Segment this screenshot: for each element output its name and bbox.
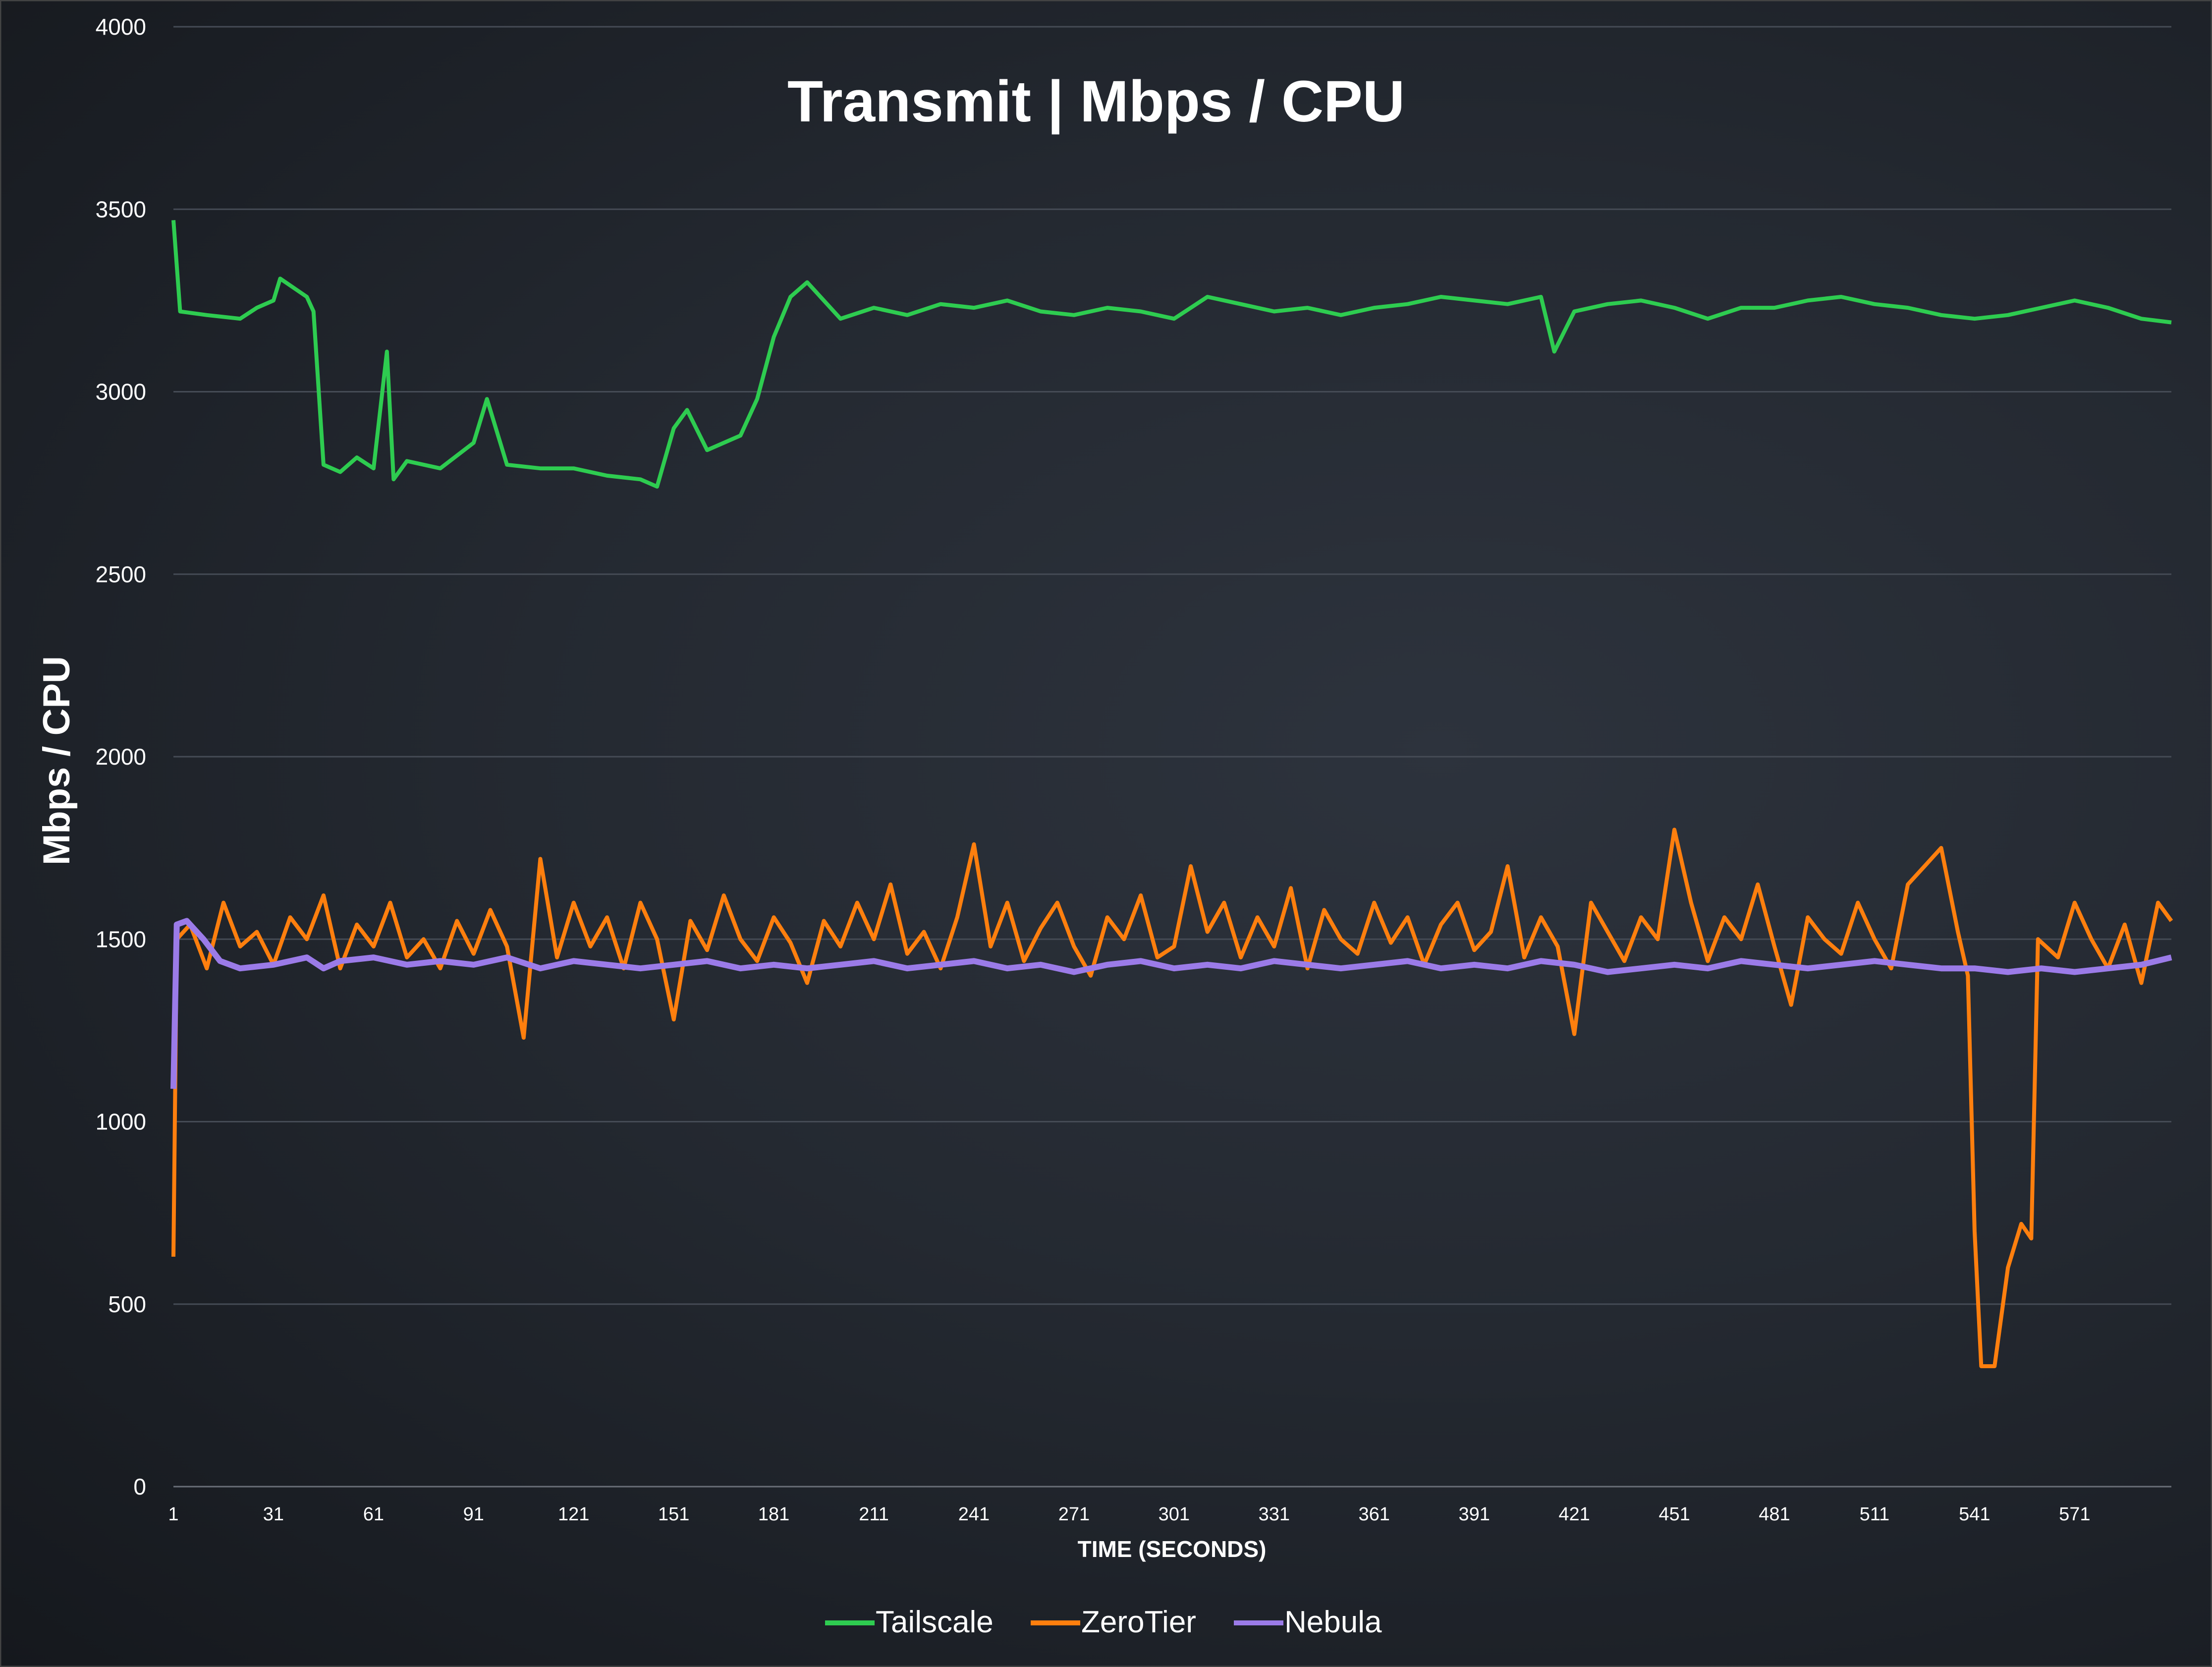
y-tick-label: 3000	[96, 379, 146, 405]
series-line-zerotier	[171, 828, 2173, 1368]
y-tick-label: 500	[108, 1291, 146, 1317]
series-line-tailscale	[171, 220, 2172, 489]
legend-label: Nebula	[1284, 1605, 1382, 1639]
series-line-nebula	[170, 918, 2172, 1089]
x-tick-label: 271	[1058, 1504, 1090, 1525]
x-tick-label: 31	[263, 1504, 284, 1525]
x-tick-label: 121	[558, 1504, 589, 1525]
y-tick-label: 3500	[96, 196, 146, 222]
x-tick-label: 1	[168, 1504, 178, 1525]
x-tick-label: 451	[1659, 1504, 1690, 1525]
x-tick-label: 421	[1558, 1504, 1590, 1525]
y-tick-labels: 0 500 1000 1500 2000 2500 3000 3500 4000	[96, 14, 146, 1500]
gridlines	[173, 26, 2171, 1488]
y-tick-label: 0	[133, 1474, 146, 1500]
legend-label: Tailscale	[876, 1605, 994, 1639]
y-tick-label: 1500	[96, 926, 146, 952]
x-tick-label: 391	[1458, 1504, 1490, 1525]
x-tick-label: 61	[363, 1504, 384, 1525]
x-tick-label: 241	[958, 1504, 990, 1525]
y-tick-label: 2000	[96, 744, 146, 770]
x-tick-label: 301	[1159, 1504, 1190, 1525]
series-lines	[170, 220, 2173, 1368]
x-tick-label: 331	[1259, 1504, 1290, 1525]
x-tick-label: 91	[463, 1504, 484, 1525]
y-tick-label: 1000	[96, 1109, 146, 1135]
x-tick-label: 211	[859, 1504, 889, 1525]
y-tick-label: 2500	[96, 561, 146, 587]
x-axis-label: TIME (SECONDS)	[1078, 1536, 1267, 1562]
x-tick-label: 181	[758, 1504, 789, 1525]
y-tick-label: 4000	[96, 14, 146, 40]
legend-label: ZeroTier	[1081, 1605, 1196, 1639]
x-tick-label: 541	[1959, 1504, 1990, 1525]
legend: Tailscale ZeroTier Nebula	[825, 1605, 1382, 1639]
x-tick-labels: 1 31 61 91 121 151 181 211 241 271 301 331 361 391 421…	[168, 1504, 2090, 1525]
x-tick-label: 151	[658, 1504, 689, 1525]
y-axis-label: Mbps / CPU	[36, 656, 78, 865]
x-tick-label: 361	[1359, 1504, 1390, 1525]
x-tick-label: 481	[1759, 1504, 1790, 1525]
x-tick-label: 571	[2059, 1504, 2090, 1525]
chart-title: Transmit | Mbps / CPU	[787, 69, 1405, 135]
x-tick-label: 511	[1860, 1504, 1890, 1525]
